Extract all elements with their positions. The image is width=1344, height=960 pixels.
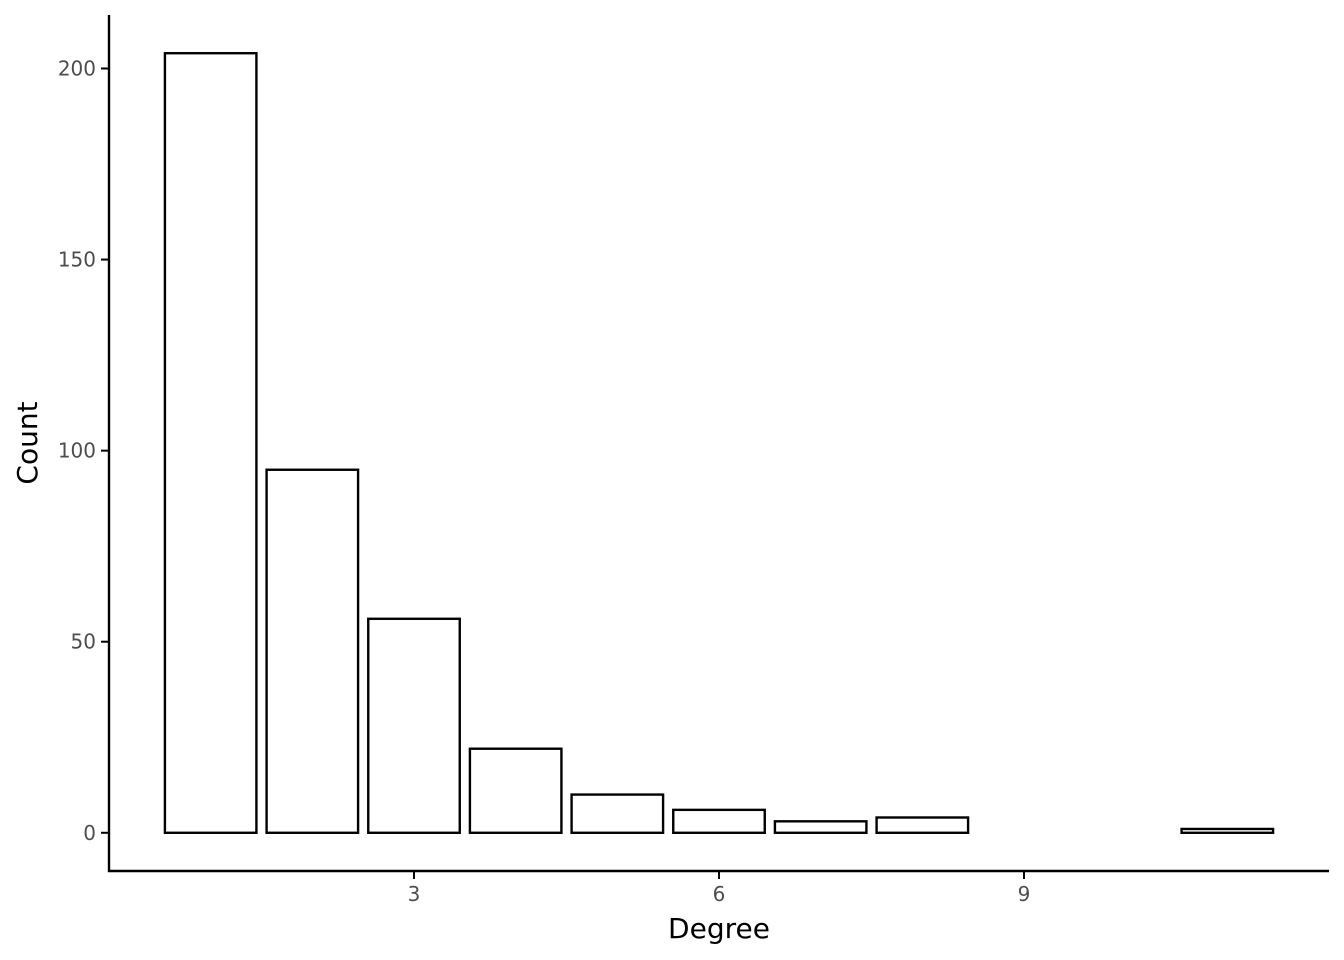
bar-degree-7 [773, 820, 868, 834]
bar-degree-3 [367, 617, 461, 834]
y-tick-label: 200 [58, 57, 96, 81]
x-tick-label: 3 [408, 882, 421, 906]
x-axis-title: Degree [668, 912, 770, 945]
y-tick-label: 150 [58, 248, 96, 272]
bar-degree-1 [163, 52, 258, 834]
bar-degree-2 [265, 468, 360, 834]
bar-degree-8 [875, 816, 970, 834]
x-tick-label: 6 [713, 882, 726, 906]
bar-degree-11 [1180, 827, 1275, 834]
y-axis-title: Count [11, 401, 44, 484]
y-axis-ticks: 0 50 100 150 200 [58, 57, 109, 845]
x-tick-label: 9 [1018, 882, 1031, 906]
x-axis-ticks: 3 6 9 [408, 871, 1031, 906]
y-tick-label: 50 [71, 630, 96, 654]
y-tick-label: 100 [58, 439, 96, 463]
bar-degree-4 [468, 747, 563, 834]
bars [163, 52, 1275, 834]
bar-degree-5 [570, 793, 665, 834]
bar-degree-6 [672, 808, 766, 834]
y-tick-label: 0 [83, 821, 96, 845]
